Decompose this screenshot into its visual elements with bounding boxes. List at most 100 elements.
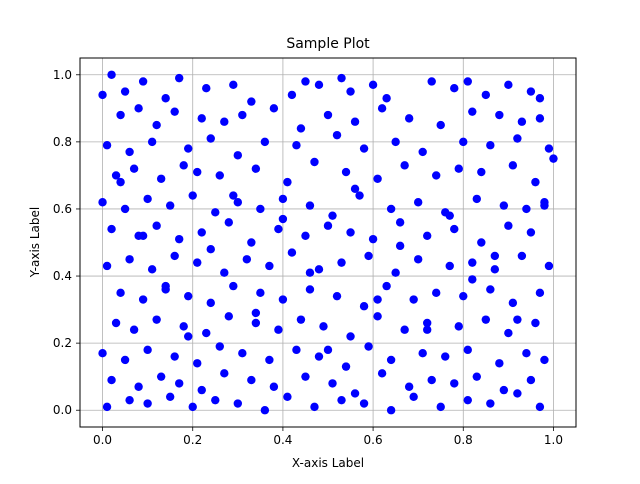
data-point	[197, 385, 206, 395]
data-point	[125, 395, 134, 405]
data-point	[328, 379, 337, 388]
data-point	[535, 94, 545, 103]
data-point	[211, 208, 220, 217]
data-point	[404, 114, 414, 123]
data-point	[107, 375, 116, 385]
data-point	[161, 94, 170, 103]
y-axis-label: Y-axis Label	[28, 207, 42, 278]
y-tick-label: 0.0	[53, 403, 72, 417]
data-point	[202, 328, 211, 338]
data-point	[368, 80, 378, 90]
data-point	[454, 164, 463, 173]
data-point	[165, 392, 175, 402]
data-point	[296, 315, 306, 324]
data-point	[332, 291, 342, 301]
data-point	[116, 288, 125, 298]
chart-title: Sample Plot	[286, 36, 370, 52]
data-point	[143, 345, 152, 355]
data-point	[504, 221, 513, 230]
data-point	[404, 382, 414, 391]
data-point	[531, 177, 540, 187]
y-tick-label: 0.8	[53, 135, 72, 149]
data-point	[202, 83, 211, 93]
data-point	[373, 174, 382, 183]
data-point	[413, 255, 423, 264]
data-point	[179, 322, 188, 331]
data-point	[386, 355, 396, 365]
data-point	[220, 117, 229, 126]
data-point	[238, 110, 247, 120]
data-point	[450, 379, 459, 388]
data-point	[193, 258, 202, 267]
data-point	[382, 281, 391, 291]
data-point	[323, 345, 333, 355]
data-point	[269, 104, 279, 113]
data-point	[472, 194, 481, 204]
data-point	[98, 349, 107, 358]
data-point	[432, 171, 441, 180]
data-point	[152, 221, 161, 230]
data-point	[211, 395, 220, 405]
data-point	[413, 198, 423, 207]
data-point	[116, 110, 125, 120]
data-point	[292, 345, 301, 355]
data-point	[445, 211, 454, 220]
plot-frame	[79, 57, 577, 428]
y-tick-label: 1.0	[53, 68, 72, 82]
data-point	[287, 248, 297, 257]
data-point	[188, 191, 197, 200]
data-point	[477, 238, 486, 247]
data-point	[513, 315, 522, 324]
data-point	[175, 73, 184, 83]
data-point	[269, 382, 279, 391]
data-point	[504, 80, 513, 90]
data-point	[463, 345, 472, 355]
data-point	[134, 104, 143, 113]
data-point	[197, 228, 206, 237]
data-point	[395, 218, 405, 227]
data-point	[486, 285, 495, 294]
data-point	[517, 117, 527, 126]
data-point	[278, 214, 288, 224]
data-point	[184, 332, 193, 341]
data-point	[495, 359, 504, 368]
data-point	[165, 201, 175, 210]
data-point	[499, 385, 509, 395]
data-point	[454, 322, 463, 331]
data-point	[364, 342, 373, 351]
data-point	[206, 245, 215, 254]
data-point	[98, 198, 107, 207]
data-point	[125, 255, 134, 264]
data-point	[481, 315, 491, 324]
data-point	[368, 234, 378, 244]
data-point	[147, 137, 157, 147]
data-point	[355, 191, 364, 200]
data-point	[540, 201, 549, 210]
data-point	[495, 110, 504, 120]
data-point	[436, 120, 445, 130]
x-tick-label: 0.2	[183, 433, 202, 447]
data-point	[107, 70, 116, 79]
data-point	[238, 349, 247, 358]
x-axis-ticks: 0.0 0.2 0.4 0.6 0.8 1.0	[93, 427, 563, 447]
data-point	[341, 167, 351, 177]
data-point	[251, 164, 261, 173]
data-point	[526, 228, 536, 237]
data-point	[175, 379, 184, 388]
data-point	[233, 399, 243, 408]
data-point	[107, 224, 116, 234]
x-tick-label: 0.4	[273, 433, 292, 447]
data-point	[143, 399, 152, 408]
data-point	[129, 164, 139, 173]
data-point	[278, 194, 288, 204]
x-axis-label: X-axis Label	[292, 456, 364, 470]
data-point	[346, 332, 355, 341]
data-point	[175, 234, 184, 244]
data-point	[310, 402, 319, 412]
data-point	[472, 372, 481, 381]
data-point	[161, 281, 170, 291]
data-point	[125, 147, 134, 157]
data-point	[508, 298, 518, 308]
data-point	[260, 137, 270, 147]
data-point	[522, 349, 531, 358]
